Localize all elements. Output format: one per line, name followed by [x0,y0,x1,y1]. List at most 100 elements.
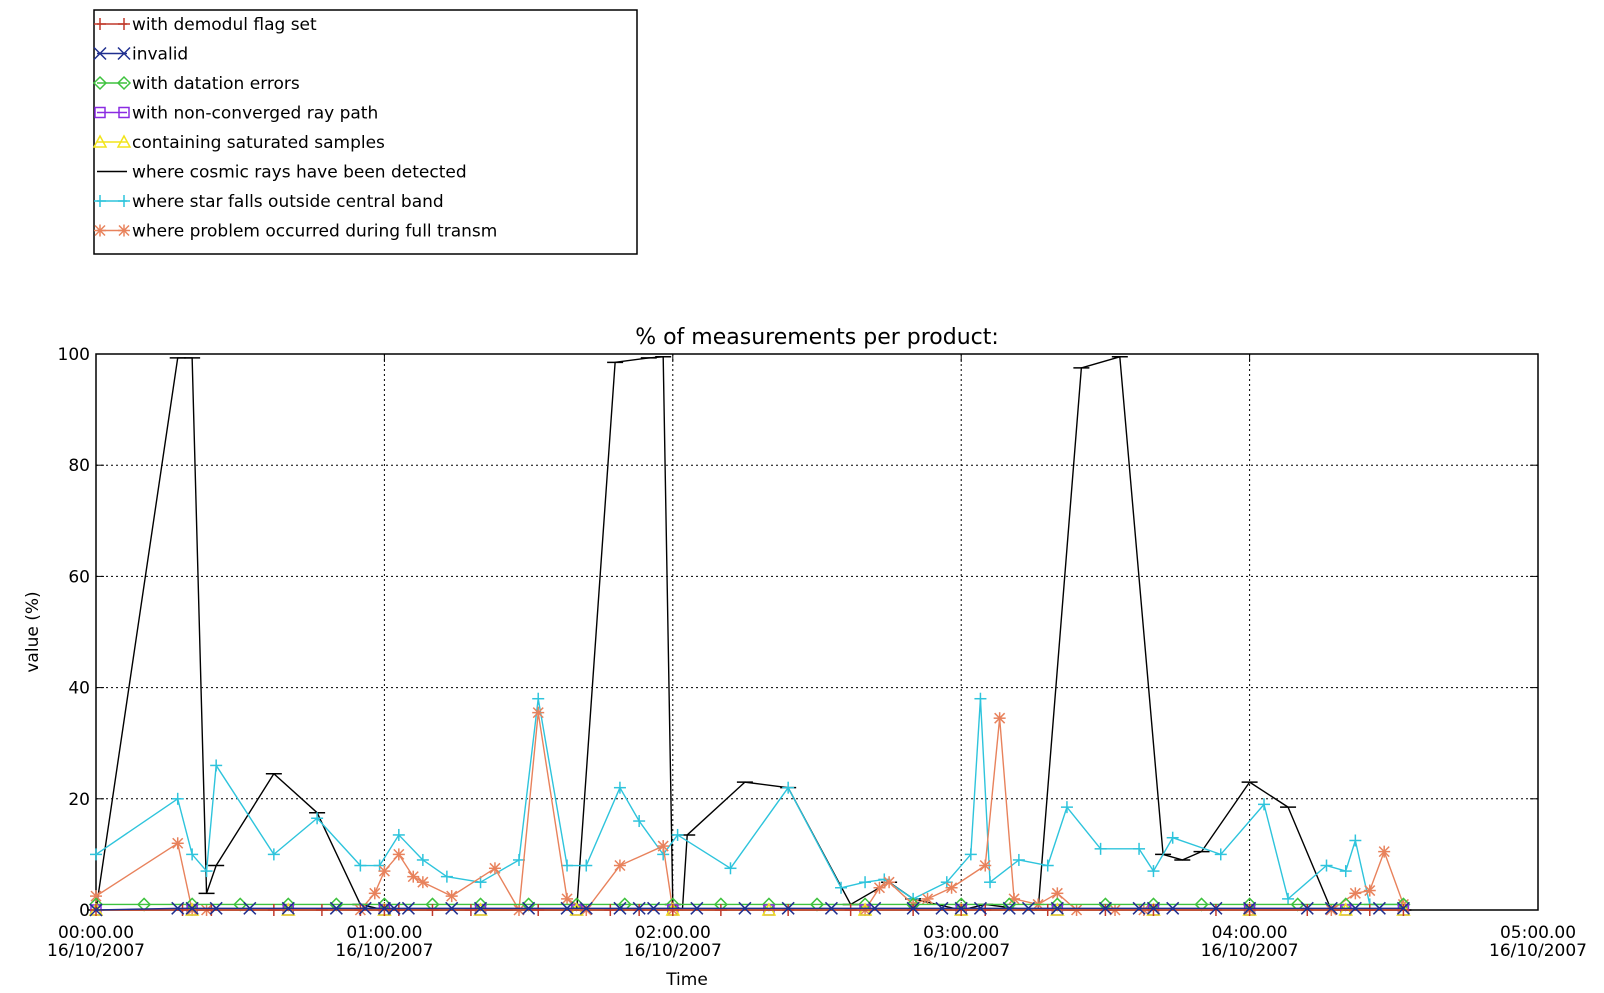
data-point [1397,904,1410,916]
data-point [714,904,727,916]
data-point [474,901,488,915]
series-line [95,698,1404,906]
data-point [613,901,627,915]
data-point [671,828,684,841]
y-axis-title: value (%) [23,591,43,672]
y-tick-label: 80 [68,456,90,476]
legend-swatch-marker [116,75,132,91]
data-point [1166,901,1180,915]
x-axis: 00:00.0016/10/200701:00.0016/10/200702:0… [47,354,1587,961]
data-point [1363,884,1376,897]
data-point [1372,901,1386,915]
data-point [782,904,795,916]
data-point [171,901,185,915]
data-point [984,876,997,889]
y-tick-label: 40 [68,679,90,699]
plot-frame [95,353,1539,911]
data-point [171,837,184,850]
data-point [440,870,453,883]
legend-item: invalid [93,45,188,65]
data-point [940,876,953,889]
legend-label: where cosmic rays have been detected [132,163,467,183]
legend: with demodul flag set invalid with datatio… [92,9,638,255]
data-point [315,904,328,916]
chart-title: % of measurements per product: [635,325,999,350]
legend-swatch-marker [118,224,130,237]
data-point [267,848,280,861]
legend-swatch-marker [118,106,130,119]
data-point [1041,904,1054,916]
legend-label: with datation errors [132,74,300,94]
data-point [89,903,103,917]
series-line [95,356,1404,911]
data-point [844,904,857,916]
data-point [921,892,934,905]
x-tick-label-time: 01:00.00 [346,923,422,943]
y-tick-label: 20 [68,790,90,810]
data-point [955,904,968,916]
data-point [387,901,401,915]
series-layer [88,356,1412,917]
data-point [200,865,213,878]
series-line [95,907,1404,911]
legend-swatch-marker [93,46,107,61]
x-tick-label-date: 16/10/2007 [624,941,722,961]
data-point [724,862,737,875]
data-point [1243,901,1257,915]
data-point [522,901,536,915]
data-point [368,887,381,900]
data-point [445,901,459,915]
data-point [604,904,617,916]
data-point [666,904,679,916]
data-point [782,781,795,794]
data-point [873,881,886,894]
data-point [1300,901,1314,915]
data-point [1050,901,1064,915]
data-point [426,904,439,916]
data-point [883,876,896,889]
data-point [210,759,223,772]
legend-label: containing saturated samples [132,133,385,153]
data-point [1396,901,1410,915]
data-point [1098,901,1112,915]
data-point [1147,904,1160,916]
data-point [859,876,872,889]
legend-swatch-marker [117,46,131,61]
legend-item: containing saturated samples [92,133,385,153]
data-point [560,901,574,915]
legend-swatch-marker [94,18,106,30]
data-point [464,904,477,916]
x-axis-title: Time [665,970,708,990]
y-tick-label: 100 [58,345,90,365]
data-point [633,815,646,828]
data-point [561,859,574,872]
data-point [647,901,661,915]
legend-item: where problem occurred during full trans… [94,222,497,242]
data-point [613,781,626,794]
legend-item: where star falls outside central band [94,192,444,212]
data-point [311,812,324,825]
data-point [824,901,838,915]
y-tick-label: 0 [79,901,90,921]
data-point [373,859,386,872]
legend-swatch-marker [92,75,108,91]
data-point [90,890,102,903]
data-point [579,901,593,915]
series-7 [90,706,1410,916]
data-point [935,901,949,915]
series-5 [88,356,1412,911]
y-tick-label: 60 [68,567,90,587]
x-tick-label-time: 04:00.00 [1212,923,1288,943]
data-point [532,904,545,916]
data-point [1041,859,1054,872]
x-tick-label-date: 16/10/2007 [1489,941,1587,961]
data-point [690,901,704,915]
data-point [1099,904,1112,916]
gridlines [96,354,1538,910]
legend-label: invalid [132,45,188,65]
data-point [906,901,920,915]
data-point [329,901,343,915]
data-point [392,828,405,841]
data-point [1002,901,1016,915]
